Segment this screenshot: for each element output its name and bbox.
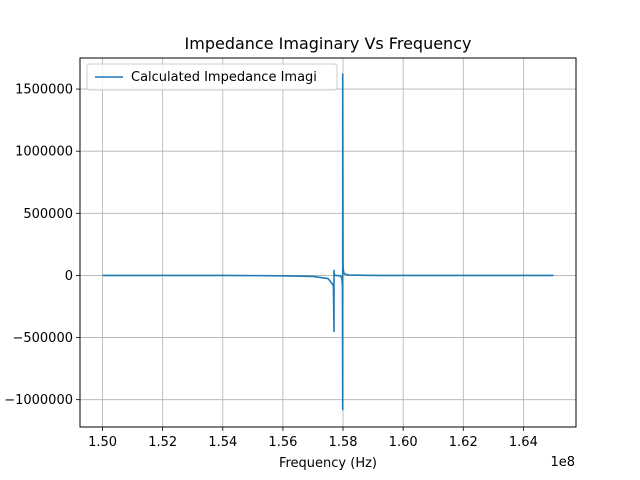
series-layer <box>102 73 554 411</box>
series-line <box>102 73 554 411</box>
legend: Calculated Impedance Imagi <box>86 63 338 91</box>
y-tick-label: 1000000 <box>15 145 73 160</box>
grid <box>80 58 576 427</box>
x-tick-label: 1.56 <box>268 435 297 450</box>
x-tick-label: 1.54 <box>208 435 237 450</box>
y-tick-label: −1000000 <box>4 393 73 408</box>
x-axis-offset: 1e8 <box>550 455 575 470</box>
x-tick-label: 1.50 <box>88 435 117 450</box>
x-tick-label: 1.58 <box>329 435 358 450</box>
legend-box <box>86 63 338 91</box>
x-tick-label: 1.52 <box>148 435 177 450</box>
y-tick-label: −500000 <box>12 331 73 346</box>
x-axis-label: Frequency (Hz) <box>279 456 377 471</box>
ticks: 1.50 1.52 1.54 1.56 1.58 1.60 1.62 1.64 −1000000… <box>4 83 538 450</box>
plot-frame <box>79 57 577 428</box>
y-tick-label: 0 <box>65 269 73 284</box>
y-tick-label: 1500000 <box>15 83 73 98</box>
chart-title: Impedance Imaginary Vs Frequency <box>185 34 472 53</box>
legend-entry: Calculated Impedance Imagi <box>131 70 317 85</box>
x-tick-label: 1.62 <box>449 435 478 450</box>
x-tick-label: 1.64 <box>509 435 538 450</box>
x-tick-label: 1.60 <box>389 435 418 450</box>
y-tick-label: 500000 <box>23 207 73 222</box>
